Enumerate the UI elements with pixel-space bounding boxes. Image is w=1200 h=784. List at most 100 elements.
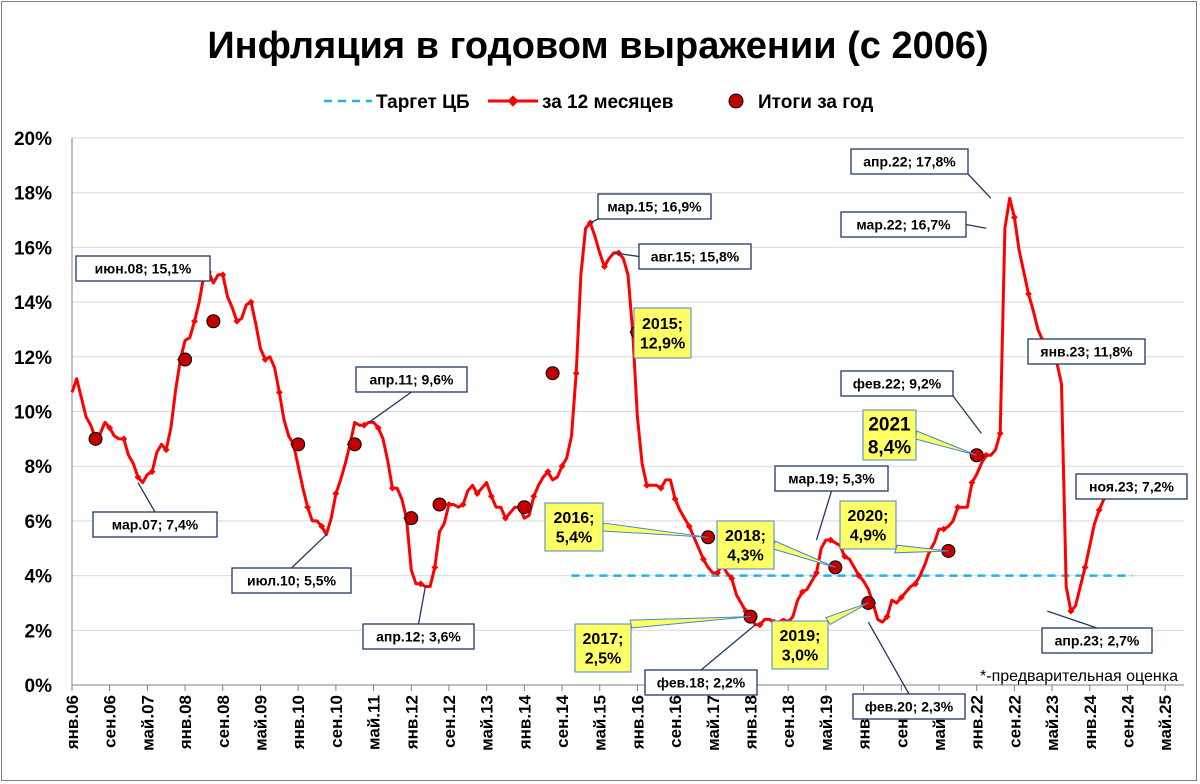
- callout-text: 2017; 2,5%: [583, 631, 624, 668]
- point-12m: [233, 317, 241, 325]
- callout-leader: [965, 223, 987, 229]
- point-annual: [206, 314, 221, 329]
- y-tick-label: 2%: [25, 621, 53, 642]
- annotation-callout: 2016; 5,4%: [544, 502, 709, 552]
- chart-title: Инфляция в годовом выражении (с 2006): [207, 25, 988, 67]
- annotation-callout: 2020; 4,9%: [839, 500, 949, 554]
- series-12m: [70, 196, 1117, 629]
- y-axis: 0% 2% 4% 6% 8% 10% 12% 14% 16% 18% 20%: [14, 129, 73, 697]
- callout-box: [362, 623, 475, 650]
- x-tick-label: сен.22: [1005, 695, 1024, 748]
- gridlines: [72, 137, 1184, 686]
- callout-pointer: [894, 544, 949, 554]
- legend-item-annual: Итоги за год: [728, 92, 873, 113]
- callout-box: [638, 243, 752, 270]
- callout-leader: [291, 534, 327, 569]
- callout-pointer: [629, 616, 751, 629]
- callout-text: апр.12; 3,6%: [376, 629, 461, 645]
- point-12m: [106, 424, 114, 432]
- point-12m: [148, 468, 156, 476]
- annotation-callout: фев.20; 2,3%: [852, 621, 966, 720]
- line-12m: [70, 196, 1115, 627]
- callout-box: [774, 465, 889, 492]
- callout-text: фев.22; 9,2%: [853, 376, 942, 392]
- x-tick-label: май.07: [138, 695, 157, 751]
- point-annual: [347, 437, 362, 452]
- point-12m: [982, 451, 990, 459]
- callout-text: фев.20; 2,3%: [865, 699, 954, 715]
- callout-text: ноя.23; 7,2%: [1089, 479, 1174, 495]
- callout-text: мар.22; 16,7%: [856, 217, 951, 233]
- annotations: июн.08; 15,1% мар.07; 7,4% июл.10; 5,5% апр…: [75, 148, 1188, 720]
- annotation-callout: 2019; 3,0%: [771, 602, 869, 670]
- point-annual: [517, 500, 532, 515]
- x-tick-label: сен.12: [440, 695, 459, 748]
- callout-text: мар.07; 7,4%: [112, 517, 199, 533]
- point-12m: [459, 501, 467, 508]
- callout-box: [1027, 338, 1146, 365]
- point-12m: [275, 388, 283, 396]
- annotation-callout: фев.22; 9,2%: [840, 370, 982, 434]
- callout-box: [355, 366, 468, 393]
- x-tick-label: май.13: [478, 695, 497, 751]
- x-tick-label: янв.24: [1081, 694, 1100, 750]
- x-tick-label: сен.10: [327, 695, 346, 748]
- point-12m: [162, 446, 170, 454]
- point-annual: [291, 437, 306, 452]
- point-12m: [996, 429, 1004, 437]
- annotation-callout: апр.11; 9,6%: [355, 366, 468, 423]
- callout-box: [574, 623, 632, 673]
- annotation-callout: 2015; 12,9%: [633, 307, 692, 359]
- legend-item-12m: за 12 месяцев: [488, 92, 673, 113]
- callout-box: [862, 409, 917, 461]
- x-tick-label: май.19: [817, 695, 836, 751]
- x-tick-label: сен.18: [779, 695, 798, 748]
- y-tick-label: 20%: [14, 129, 52, 150]
- point-annual: [432, 497, 447, 512]
- callout-text: 2015; 12,9%: [640, 316, 685, 353]
- callout-leader: [1047, 610, 1098, 629]
- callout-box: [850, 148, 969, 175]
- callout-text: июн.08; 15,1%: [95, 261, 192, 277]
- y-tick-label: 18%: [14, 184, 52, 205]
- callout-box: [231, 567, 352, 594]
- callout-leader: [613, 252, 640, 258]
- callout-leader: [700, 624, 756, 671]
- annotation-callout: фев.18; 2,2%: [644, 624, 758, 696]
- legend: Таргет ЦБ за 12 месяцев Итоги за год: [324, 92, 873, 113]
- annotation-callout: апр.23; 2,7%: [1041, 610, 1153, 654]
- callout-text: 2020; 4,9%: [848, 508, 889, 545]
- legend-label-12m: за 12 месяцев: [542, 92, 673, 113]
- callout-leader: [137, 482, 156, 513]
- annotation-callout: 2017; 2,5%: [574, 616, 751, 673]
- callout-leader: [417, 586, 427, 625]
- callout-box: [716, 520, 775, 570]
- callout-box: [840, 370, 954, 397]
- x-tick-label: янв.22: [968, 695, 987, 750]
- point-12m: [389, 484, 396, 492]
- point-12m: [473, 490, 481, 497]
- callout-pointer: [825, 602, 869, 626]
- callout-text: 2019; 3,0%: [780, 628, 821, 665]
- annotation-callout: июн.08; 15,1%: [75, 255, 211, 282]
- x-tick-label: сен.08: [214, 695, 233, 748]
- annotation-callout: мар.22; 16,7%: [840, 211, 987, 238]
- callout-text: 2021 8,4%: [868, 414, 911, 458]
- callout-box: [75, 255, 211, 282]
- legend-item-target: Таргет ЦБ: [324, 92, 470, 113]
- callout-text: мар.19; 5,3%: [788, 471, 875, 487]
- y-tick-label: 16%: [14, 238, 52, 259]
- point-12m: [502, 514, 509, 522]
- annotation-callout: авг.15; 15,8%: [613, 243, 752, 270]
- x-tick-label: май.11: [365, 695, 384, 750]
- x-tick-label: сен.06: [101, 695, 120, 748]
- annotation-callout: апр.12; 3,6%: [362, 586, 475, 650]
- x-tick-label: янв.06: [63, 695, 82, 750]
- callout-box: [597, 193, 712, 220]
- point-annual: [545, 366, 560, 381]
- footnote: *-предварительная оценка: [980, 668, 1178, 685]
- x-tick-label: сен.16: [666, 695, 685, 748]
- callout-box: [633, 307, 692, 359]
